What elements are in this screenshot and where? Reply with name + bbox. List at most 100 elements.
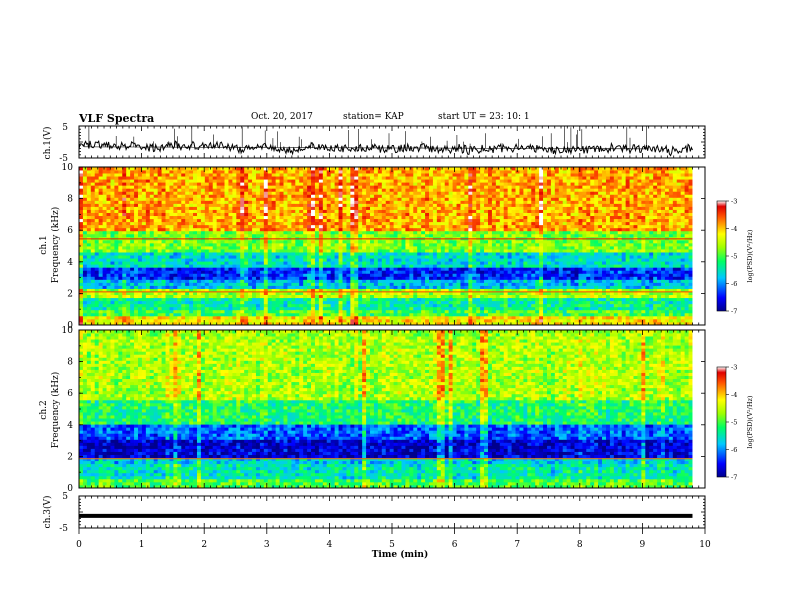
ch1-spectrogram-cell — [90, 306, 96, 311]
ch1-spectrogram-cell — [511, 303, 516, 308]
ch1-spectrogram-cell — [602, 273, 607, 277]
ch1-spectrogram-cell — [98, 273, 103, 277]
ch1-spectrogram-cell — [295, 276, 300, 280]
ch1-spectrogram-cell — [417, 270, 422, 274]
ch1-spectrogram-cell — [672, 303, 678, 308]
ch1-spectrogram-cell — [82, 267, 88, 271]
ch1-spectrogram-cell — [582, 318, 587, 323]
ch1-spectrogram-cell — [440, 318, 446, 323]
ch1-spectrogram-cell — [137, 227, 143, 232]
ch1-spectrogram-cell — [377, 258, 383, 262]
ch1-spectrogram-cell — [425, 312, 430, 317]
ch1-spectrogram-cell — [193, 300, 198, 305]
ch1-spectrogram-cell — [381, 276, 387, 280]
ch1-spectrogram-cell — [291, 239, 296, 244]
ch1-spectrogram-cell — [177, 267, 182, 271]
ch1-spectrogram-cell — [539, 303, 544, 308]
ch1-spectrogram-cell — [499, 297, 505, 302]
ch1-spectrogram-cell — [196, 306, 202, 311]
ch1-spectrogram-cell — [598, 255, 603, 259]
ch1-spectrogram-cell — [79, 261, 84, 265]
ch1-spectrogram-cell — [311, 318, 316, 323]
ch1-spectrogram-cell — [484, 297, 489, 302]
ch1-spectrogram-cell — [350, 249, 355, 253]
ch1-spectrogram-cell — [145, 282, 151, 286]
ch1-spectrogram-cell — [484, 309, 489, 314]
ch1-spectrogram-cell — [370, 261, 375, 265]
ch1-spectrogram-cell — [318, 294, 324, 299]
ch1-spectrogram-cell — [456, 309, 461, 314]
ch1-spectrogram-cell — [330, 318, 336, 323]
ch1-spectrogram-cell — [432, 270, 438, 274]
ch1-spectrogram-cell — [149, 227, 155, 232]
ch1-spectrogram-cell — [377, 321, 383, 326]
ch1-spectrogram-cell — [476, 279, 481, 283]
ch1-spectrogram-cell — [153, 321, 159, 326]
ch1-spectrogram-cell — [169, 303, 174, 308]
ch1-spectrogram-cell — [373, 233, 379, 238]
ch1-spectrogram-cell — [491, 246, 497, 250]
ch1-spectrogram-cell — [283, 267, 288, 271]
ch1-spectrogram-cell — [224, 249, 229, 253]
ch1-spectrogram-cell — [169, 233, 174, 238]
ch1-spectrogram-cell — [370, 227, 375, 232]
ch1-spectrogram-cell — [114, 309, 119, 314]
ch1-spectrogram-cell — [236, 252, 241, 256]
ch1-spectrogram-cell — [358, 279, 363, 283]
ch1-spectrogram-cell — [562, 291, 568, 296]
ch1-spectrogram-cell — [602, 294, 607, 299]
ch1-spectrogram-cell — [126, 285, 131, 289]
ch1-spectrogram-cell — [252, 276, 257, 280]
ch1-spectrogram-cell — [535, 285, 540, 289]
ch1-spectrogram-cell — [189, 309, 194, 314]
ch1-spectrogram-cell — [429, 318, 434, 323]
ch1-spectrogram-cell — [657, 270, 662, 274]
ch1-spectrogram-cell — [271, 306, 277, 311]
ch1-spectrogram-cell — [267, 309, 273, 314]
ch1-spectrogram-cell — [118, 264, 123, 268]
ch1-spectrogram-cell — [338, 300, 343, 305]
ch1-spectrogram-cell — [326, 273, 332, 277]
ch1-spectrogram-cell — [464, 312, 469, 317]
ch1-spectrogram-cell — [487, 291, 493, 296]
ch1-spectrogram-cell — [476, 306, 481, 311]
ch1-spectrogram-cell — [460, 291, 465, 296]
ch1-spectrogram-cell — [668, 309, 674, 314]
ch1-spectrogram-cell — [307, 252, 312, 256]
ch1-spectrogram-cell — [657, 258, 662, 262]
ch1-spectrogram-cell — [499, 285, 505, 289]
ch1-spectrogram-cell — [515, 294, 520, 299]
ch1-spectrogram-cell — [240, 267, 245, 271]
ch1-spectrogram-cell — [570, 230, 575, 235]
ch1-spectrogram-cell — [153, 276, 159, 280]
ch1-spectrogram-cell — [149, 255, 155, 259]
ch1-spectrogram-cell — [487, 303, 493, 308]
ch1-spectrogram-cell — [484, 279, 489, 283]
ch1-spectrogram-cell — [413, 258, 418, 262]
ch1-spectrogram-cell — [680, 233, 686, 238]
ch1-spectrogram-cell — [350, 309, 355, 314]
ch1-spectrogram-cell — [137, 291, 143, 296]
ch1-spectrogram-cell — [130, 282, 135, 286]
ch1-spectrogram-cell — [495, 258, 501, 262]
ch1-spectrogram-cell — [259, 312, 265, 317]
ch1-spectrogram-cell — [173, 297, 178, 302]
ch1-spectrogram-cell — [86, 246, 92, 250]
ch1-spectrogram-cell — [590, 288, 595, 292]
ch1-spectrogram-cell — [645, 276, 650, 280]
ch1-spectrogram-cell — [531, 261, 536, 265]
ch1-spectrogram-cell — [90, 273, 96, 277]
ch1-spectrogram-cell — [94, 279, 100, 283]
ch1-spectrogram-cell — [102, 230, 107, 235]
ch1-spectrogram-cell — [204, 227, 210, 232]
ch1-spectrogram-cell — [436, 312, 442, 317]
ch1-spectrogram-cell — [173, 306, 178, 311]
ch1-spectrogram-cell — [609, 264, 615, 268]
ch1-spectrogram-cell — [590, 246, 595, 250]
ch1-spectrogram-cell — [228, 255, 233, 259]
ch1-spectrogram-cell — [464, 321, 469, 326]
ch1-spectrogram-cell — [472, 270, 477, 274]
ch1-spectrogram-cell — [456, 242, 461, 247]
ch1-spectrogram-cell — [149, 321, 155, 326]
ch1-spectrogram-cell — [543, 230, 548, 235]
